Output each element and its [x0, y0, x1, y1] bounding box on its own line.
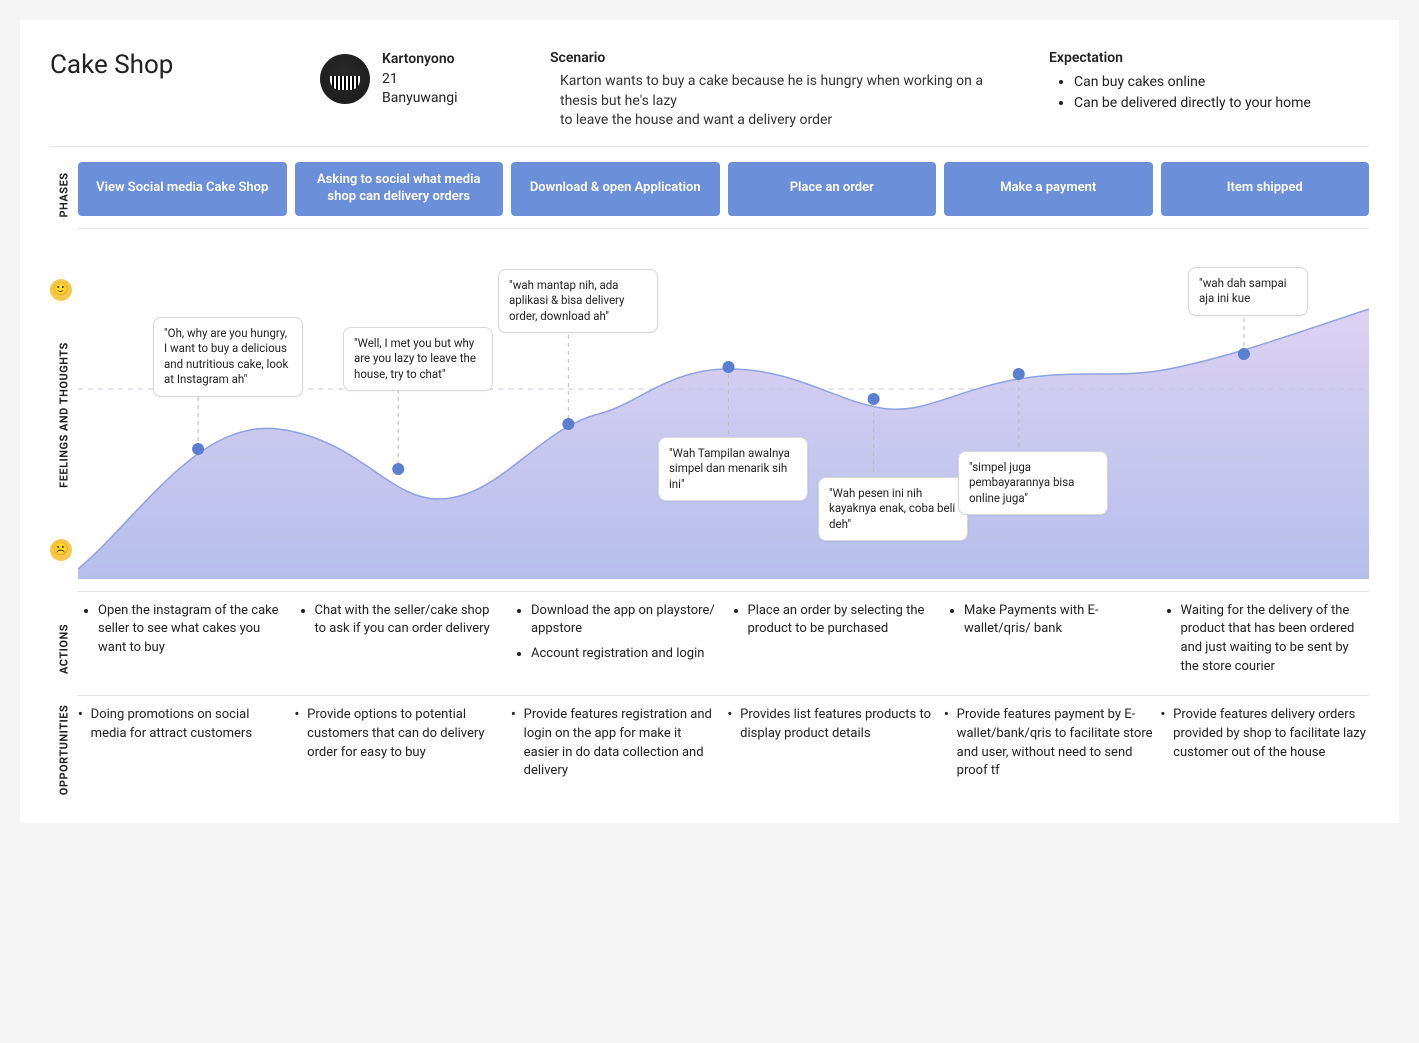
- row-label-phases: PHASES: [50, 162, 78, 229]
- thought-bubble: "Well, I met you but why are you lazy to…: [343, 327, 493, 392]
- expectation-list: Can buy cakes onlineCan be delivered dir…: [1049, 72, 1369, 114]
- emotion-curve: [78, 239, 1369, 579]
- opportunities-row: OPPORTUNITIES Doing promotions on social…: [50, 706, 1369, 793]
- avatar: [320, 54, 370, 104]
- row-label-opps: OPPORTUNITIES: [50, 706, 78, 793]
- phase: Make a payment: [944, 162, 1153, 216]
- phase: View Social media Cake Shop: [78, 162, 287, 216]
- phase: Download & open Application: [511, 162, 720, 216]
- sad-icon: ☹️: [50, 539, 72, 561]
- phases-grid: View Social media Cake ShopAsking to soc…: [78, 162, 1369, 216]
- expectation-title: Expectation: [1049, 50, 1369, 66]
- actions-grid: Open the instagram of the cake seller to…: [78, 602, 1369, 683]
- scenario: Scenario Karton wants to buy a cake beca…: [550, 50, 1019, 131]
- actions-row: ACTIONS Open the instagram of the cake s…: [50, 602, 1369, 696]
- expectation-item: Can be delivered directly to your home: [1074, 93, 1369, 114]
- action-item: Chat with the seller/cake shop to ask if…: [315, 602, 504, 640]
- thought-bubble: "Oh, why are you hungry, I want to buy a…: [153, 317, 303, 397]
- opportunities-grid: Doing promotions on social media for att…: [78, 706, 1369, 781]
- happy-icon: 🙂: [50, 279, 72, 301]
- action-column: Place an order by selecting the product …: [728, 602, 937, 683]
- header: Cake Shop Kartonyono 21 Banyuwangi Scena…: [50, 50, 1369, 147]
- action-column: Waiting for the delivery of the product …: [1161, 602, 1370, 683]
- phase: Place an order: [728, 162, 937, 216]
- opportunity-item: Provide features registration and login …: [511, 706, 720, 781]
- journey-map: Cake Shop Kartonyono 21 Banyuwangi Scena…: [20, 20, 1399, 823]
- action-column: Chat with the seller/cake shop to ask if…: [295, 602, 504, 683]
- scenario-body: Karton wants to buy a cake because he is…: [550, 72, 1019, 131]
- persona-info: Kartonyono 21 Banyuwangi: [382, 50, 458, 109]
- feelings-row: FEELINGS AND THOUGHTS 🙂 ☹️ "Oh, why are …: [50, 239, 1369, 592]
- action-column: Open the instagram of the cake seller to…: [78, 602, 287, 683]
- phase: Asking to social what media shop can del…: [295, 162, 504, 216]
- page-title: Cake Shop: [50, 50, 290, 80]
- opportunity-item: Provides list features products to displ…: [728, 706, 937, 781]
- action-item: Open the instagram of the cake seller to…: [98, 602, 287, 659]
- persona-age: 21: [382, 70, 458, 90]
- opportunity-item: Doing promotions on social media for att…: [78, 706, 287, 781]
- persona-location: Banyuwangi: [382, 89, 458, 109]
- action-item: Waiting for the delivery of the product …: [1181, 602, 1370, 677]
- opportunity-item: Provide features delivery orders provide…: [1161, 706, 1370, 781]
- action-item: Account registration and login: [531, 645, 720, 664]
- phases-row: PHASES View Social media Cake ShopAsking…: [50, 162, 1369, 229]
- thought-bubble: "wah mantap nih, ada aplikasi & bisa del…: [498, 269, 658, 334]
- action-item: Place an order by selecting the product …: [748, 602, 937, 640]
- opportunity-item: Provide features payment by E-wallet/ban…: [944, 706, 1153, 781]
- phase: Item shipped: [1161, 162, 1370, 216]
- thought-bubble: "Wah pesen ini nih kayaknya enak, coba b…: [818, 477, 968, 542]
- expectation: Expectation Can buy cakes onlineCan be d…: [1049, 50, 1369, 114]
- action-column: Download the app on playstore/ appstore A…: [511, 602, 720, 683]
- thought-bubble: "wah dah sampai aja ini kue: [1188, 267, 1308, 316]
- scenario-title: Scenario: [550, 50, 1019, 66]
- action-item: Make Payments with E-wallet/qris/ bank: [964, 602, 1153, 640]
- row-label-actions: ACTIONS: [50, 602, 78, 696]
- action-item: Download the app on playstore/ appstore: [531, 602, 720, 640]
- thought-bubble: "simpel juga pembayarannya bisa online j…: [958, 451, 1108, 516]
- action-column: Make Payments with E-wallet/qris/ bank: [944, 602, 1153, 683]
- feelings-chart: 🙂 ☹️ "Oh, why are you hungry, I want to …: [78, 239, 1369, 579]
- persona-name: Kartonyono: [382, 50, 458, 70]
- expectation-item: Can buy cakes online: [1074, 72, 1369, 93]
- opportunity-item: Provide options to potential customers t…: [295, 706, 504, 781]
- persona: Kartonyono 21 Banyuwangi: [320, 50, 520, 109]
- thought-bubble: "Wah Tampilan awalnya simpel dan menarik…: [658, 437, 808, 502]
